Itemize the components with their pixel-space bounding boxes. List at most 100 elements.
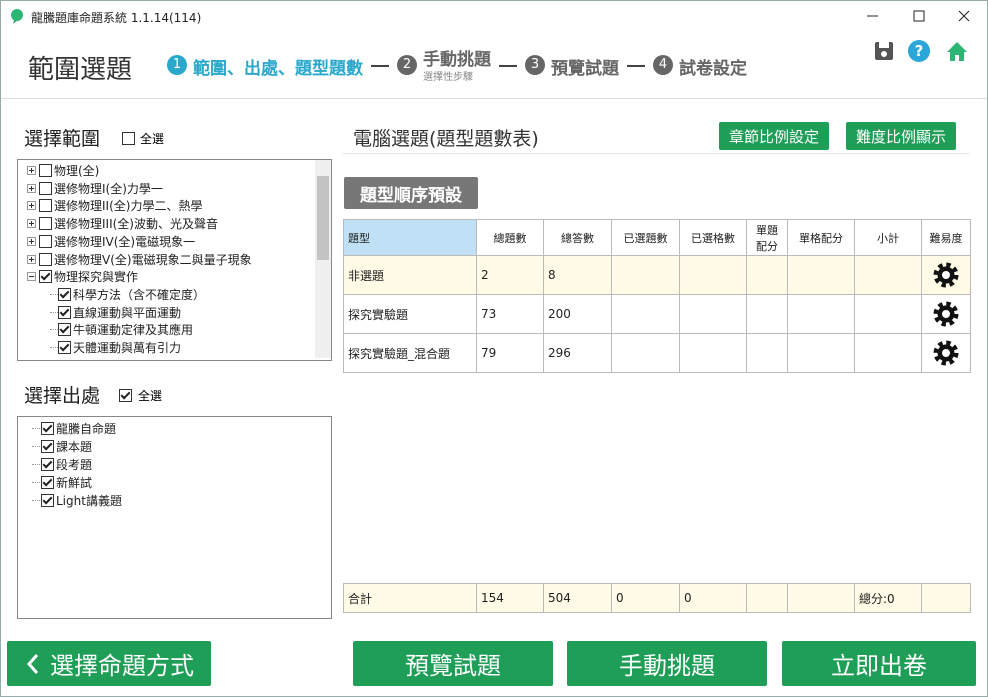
expander-glyph (31, 238, 32, 244)
source-title: 選擇出處 (24, 385, 101, 407)
footer-button[interactable]: 立即出卷 (782, 641, 976, 686)
expander[interactable] (27, 254, 36, 264)
tree-item-label[interactable]: 天體運動與萬有引力 (73, 341, 182, 355)
tree-item-label[interactable]: 科學方法（含不確定度） (73, 287, 206, 302)
checkbox[interactable] (41, 440, 54, 453)
step-sublabel: 選擇性步驟 (423, 72, 473, 83)
table-cell (787, 294, 855, 334)
checkbox[interactable] (41, 422, 54, 435)
table-cell (854, 294, 922, 334)
footer-button[interactable]: 手動挑題 (567, 641, 767, 686)
checkbox[interactable] (39, 217, 52, 231)
table-cell: 合計 (343, 583, 477, 613)
button[interactable]: 章節比例設定 (719, 122, 829, 150)
checkbox[interactable] (41, 494, 54, 507)
difficulty-settings-icon[interactable] (932, 300, 960, 328)
table-cell: 504 (543, 583, 612, 613)
checkbox[interactable] (41, 476, 54, 489)
footer-button[interactable]: 預覽試題 (353, 641, 553, 686)
table-cell: 小計 (854, 219, 922, 256)
cell-text: 73 (481, 307, 497, 321)
checkbox[interactable] (39, 234, 52, 248)
source-item-label[interactable]: 龍騰自命題 (56, 422, 117, 436)
page-title: 範圍選題 (28, 55, 133, 85)
expander[interactable] (27, 236, 36, 246)
cell-text: 154 (481, 591, 504, 605)
cell-text: 單格配分 (799, 231, 843, 245)
checkbox[interactable] (39, 181, 52, 195)
table-row: 探究實驗題 73 200 (343, 294, 971, 334)
footer-button-label[interactable]: 選擇命題方式 (50, 652, 194, 680)
select-all-checkbox[interactable] (119, 389, 132, 402)
checkbox[interactable] (58, 341, 71, 354)
table-cell (611, 294, 680, 334)
expander[interactable] (27, 219, 36, 229)
tree-line (32, 500, 40, 501)
select-all-checkbox[interactable] (122, 132, 135, 145)
checkbox[interactable] (39, 270, 52, 284)
step-number: 2 (397, 55, 417, 75)
table-cell: 題型 (343, 219, 477, 256)
expander-glyph (29, 276, 34, 278)
tree-line (50, 329, 58, 331)
table-cell (787, 583, 855, 613)
source-item-label[interactable]: 新鮮試 (56, 476, 93, 490)
source-item-label[interactable]: Light講義題 (56, 494, 122, 508)
table-cell (854, 255, 922, 295)
checkbox[interactable] (39, 164, 52, 177)
checkbox[interactable] (41, 458, 54, 471)
tree-item-label[interactable]: 選修物理II(全)力學二、熱學 (54, 199, 203, 214)
checkbox[interactable] (58, 287, 71, 301)
expander-glyph (31, 221, 32, 227)
difficulty-settings-icon[interactable] (932, 261, 960, 289)
tree-item-label[interactable]: 選修物理IV(全)電磁現象一 (54, 234, 196, 249)
tree-item-label[interactable]: 直線運動與平面運動 (73, 305, 182, 320)
table-cell: 79 (476, 333, 544, 373)
table-cell (921, 255, 971, 295)
footer-button-label[interactable]: 手動挑題 (619, 652, 715, 680)
table-cell (921, 333, 971, 373)
cell-text: 8 (548, 268, 556, 282)
table-cell (921, 294, 971, 334)
table-cell (679, 294, 747, 334)
tree-line (32, 446, 40, 447)
table-cell (746, 255, 788, 295)
footer-button[interactable]: 選擇命題方式 (7, 641, 211, 686)
checkbox[interactable] (39, 199, 52, 213)
source-item-label[interactable]: 課本題 (56, 440, 93, 454)
expander[interactable] (27, 201, 36, 211)
table-cell (854, 333, 922, 373)
step-number: 4 (653, 55, 673, 75)
cell-text: 已選格數 (691, 231, 735, 245)
checkbox[interactable] (39, 252, 52, 266)
tree-item-label[interactable]: 選修物理I(全)力學一 (54, 181, 163, 196)
table-cell: 探究實驗題 (343, 294, 477, 334)
cell-text: 504 (548, 591, 571, 605)
expander[interactable] (27, 166, 36, 175)
table-cell: 已選格數 (679, 219, 747, 256)
footer-button-label[interactable]: 預覽試題 (405, 652, 501, 680)
tree-item-label[interactable]: 物理探究與實作 (54, 270, 139, 285)
difficulty-settings-icon[interactable] (932, 339, 960, 367)
tree-item-label[interactable]: 物理(全) (54, 164, 100, 178)
data-table: 題型 總題數 總答數 已選題數 已選格數 單題配分 單格配分 小計 難易度 非選題 2 8 探究實驗題 7… (343, 219, 971, 373)
toolbar-icons[interactable]: ? (873, 39, 973, 65)
button[interactable]: 難度比例顯示 (846, 122, 956, 150)
window-title: 龍騰題庫命題系統 1.1.14(114) (31, 11, 202, 25)
source-list: 龍騰自命題課本題段考題新鮮試 Light講義題 (17, 416, 332, 619)
scrollbar-thumb[interactable] (317, 176, 329, 260)
source-item-label[interactable]: 段考題 (56, 458, 93, 472)
tree-item-label[interactable]: 選修物理V(全)電磁現象二與量子現象 (54, 252, 252, 267)
tree-item-label[interactable]: 牛頓運動定律及其應用 (73, 323, 194, 338)
window-controls[interactable] (861, 1, 986, 31)
table-cell: 已選題數 (611, 219, 680, 256)
checkbox[interactable] (58, 323, 71, 337)
order-button[interactable]: 題型順序預設 (344, 177, 478, 209)
expander[interactable] (27, 272, 36, 282)
checkbox[interactable] (58, 305, 71, 319)
tree-item-label[interactable]: 選修物理III(全)波動、光及聲音 (54, 217, 218, 232)
expander[interactable] (27, 183, 36, 193)
step-connector (499, 65, 517, 67)
table-cell (787, 333, 855, 373)
footer-button-label[interactable]: 立即出卷 (831, 652, 927, 680)
